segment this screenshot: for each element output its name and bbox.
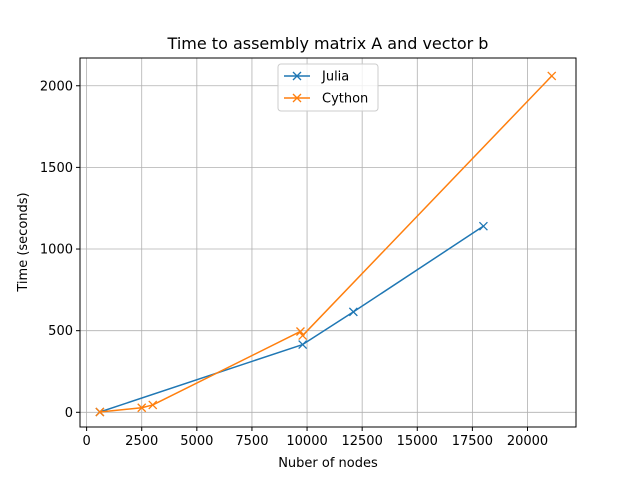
x-tick-label: 10000 xyxy=(286,434,327,449)
data-point-cython-stroke xyxy=(295,327,305,336)
data-point-cython xyxy=(295,327,305,336)
x-tick-label: 0 xyxy=(82,434,90,449)
y-tick-label: 2000 xyxy=(40,79,73,94)
data-point-cython-stroke xyxy=(298,331,308,341)
data-point-cython xyxy=(95,407,105,417)
legend-entry-cython: Cython xyxy=(284,92,368,107)
data-point-cython xyxy=(137,403,147,413)
x-tick-label: 5000 xyxy=(180,434,213,449)
y-tick-label: 500 xyxy=(48,324,73,339)
data-point-julia xyxy=(348,307,358,317)
x-tick-label: 7500 xyxy=(235,434,268,449)
axis-ticks: 0 2500 5000 7500 10000 12500 15000 17500 20000 0 5… xyxy=(40,79,548,449)
legend-label-julia: Julia xyxy=(321,70,349,85)
series-cython xyxy=(95,71,557,417)
legend: Julia Cython xyxy=(277,63,379,112)
legend-marker-cython xyxy=(292,93,302,103)
x-tick-label: 2500 xyxy=(125,434,158,449)
legend-marker-julia-stroke xyxy=(292,71,302,81)
data-point-julia xyxy=(478,221,488,231)
series-layer xyxy=(95,71,557,417)
data-point-julia-stroke xyxy=(298,340,308,350)
x-tick-label: 12500 xyxy=(341,434,382,449)
y-tick-label: 0 xyxy=(65,406,73,421)
y-tick-label: 1000 xyxy=(40,243,73,258)
x-tick-label: 17500 xyxy=(452,434,493,449)
data-point-julia-stroke xyxy=(478,221,488,231)
data-point-cython xyxy=(547,71,557,81)
x-tick-label: 15000 xyxy=(397,434,438,449)
chart-title: Time to assembly matrix A and vector b xyxy=(167,34,489,53)
data-point-cython xyxy=(298,331,308,341)
series-line-cython xyxy=(99,75,553,413)
data-point-cython-stroke xyxy=(137,403,147,413)
plot-frame xyxy=(79,57,577,428)
data-point-julia-stroke xyxy=(348,307,358,317)
legend-marker-cython-stroke xyxy=(292,93,302,103)
legend-marker-julia xyxy=(292,71,302,81)
y-tick-label: 1500 xyxy=(40,161,73,176)
legend-entry-julia: Julia xyxy=(284,70,349,85)
data-point-cython-stroke xyxy=(547,71,557,81)
data-point-julia xyxy=(298,340,308,350)
series-line-julia xyxy=(99,225,484,413)
y-axis-label: Time (seconds) xyxy=(16,192,31,292)
data-point-cython xyxy=(148,400,158,410)
legend-label-cython: Cython xyxy=(322,92,368,107)
plot-background xyxy=(80,58,576,427)
x-axis-label: Nuber of nodes xyxy=(278,456,378,471)
data-point-cython-stroke xyxy=(148,400,158,410)
data-point-cython-stroke xyxy=(95,407,105,417)
x-tick-label: 20000 xyxy=(507,434,548,449)
